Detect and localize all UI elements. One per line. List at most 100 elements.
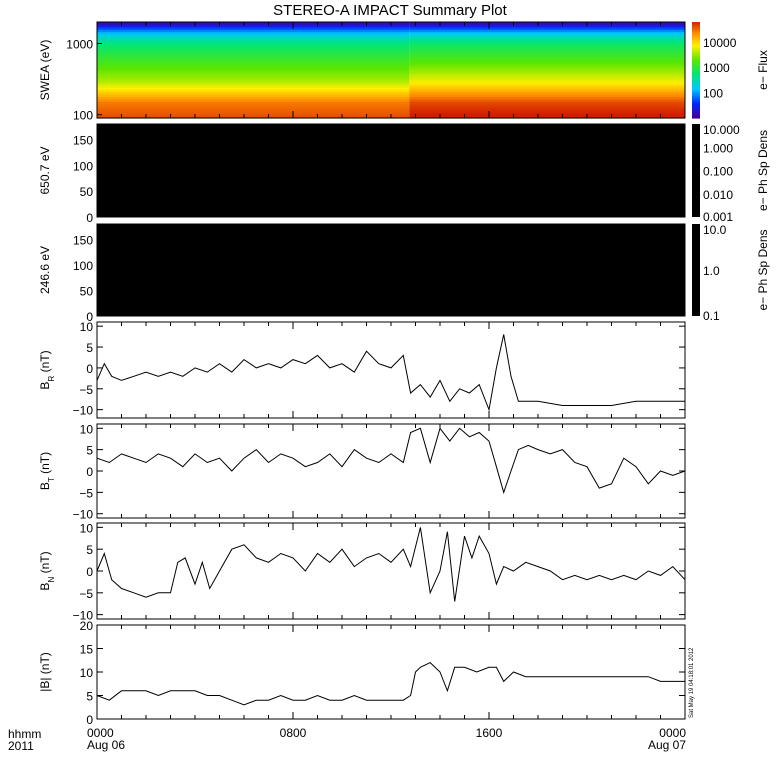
- spectrogram-cell-1: [409, 67, 685, 71]
- colorbar-title-pad650: e− Ph Sp Dens: [756, 130, 770, 211]
- colorbar-cell-swea: [692, 95, 700, 98]
- y-tick-label-br-4: 10: [80, 320, 94, 334]
- spectrogram-cell-0: [97, 82, 410, 85]
- colorbar-tick-label-pad650-4: 10.000: [703, 123, 740, 137]
- colorbar-cell-swea: [692, 92, 700, 95]
- colorbar-title-swea: e− Flux: [756, 50, 770, 90]
- y-tick-label-pad650-3: 150: [73, 134, 93, 148]
- spectrogram-cell-1: [409, 98, 685, 102]
- spectrogram-cell-0: [97, 94, 410, 97]
- spectrogram-cell-1: [409, 74, 685, 78]
- colorbar-cell-swea: [692, 62, 700, 65]
- y-tick-label-bn-2: 0: [86, 565, 93, 579]
- colorbar-tick-label-pad246-0: 0.1: [703, 309, 720, 323]
- spectrogram-cell-0: [97, 53, 410, 57]
- pitch-angle-spectrogram-pad650: [97, 124, 685, 217]
- panel-frame-bn: [96, 522, 686, 620]
- colorbar-cell-swea: [692, 87, 700, 90]
- colorbar-cell-swea: [692, 116, 700, 119]
- y-tick-label-br-3: 5: [86, 341, 93, 355]
- spectrogram-cell-1: [409, 36, 685, 40]
- timestamp-stamp: Sat May 19 04:18:01 2012: [689, 647, 695, 718]
- y-tick-label-bmag-3: 15: [80, 643, 94, 657]
- colorbar-cell-swea: [692, 78, 700, 81]
- colorbar-cell-swea: [692, 46, 700, 49]
- colorbar-cell-swea: [692, 50, 700, 53]
- colorbar-cell-swea: [692, 52, 700, 55]
- colorbar-cell-swea: [692, 76, 700, 79]
- colorbar-cell-swea: [692, 38, 700, 41]
- spectrogram-cell-1: [409, 48, 685, 52]
- y-tick-label-br-0: −10: [73, 404, 94, 418]
- y-tick-label-pad650-2: 100: [73, 159, 93, 173]
- y-tick-label-pad246-0: 0: [86, 310, 93, 324]
- spectrogram-cell-0: [97, 91, 410, 95]
- colorbar-cell-swea: [692, 31, 700, 34]
- colorbar-cell-swea: [692, 41, 700, 44]
- y-tick-label-pad650-1: 50: [80, 185, 94, 199]
- spectrogram-cell-1: [409, 106, 685, 109]
- spectrogram-cell-1: [409, 86, 685, 90]
- spectrogram-cell-1: [409, 91, 685, 95]
- spectrogram-cell-0: [97, 36, 410, 40]
- colorbar-cell-swea: [692, 66, 700, 69]
- colorbar-cell-swea: [692, 23, 700, 26]
- spectrogram-cell-0: [97, 29, 410, 33]
- colorbar-cell-swea: [692, 36, 700, 39]
- colorbar-cell-swea: [692, 34, 700, 37]
- colorbar-cell-swea: [692, 44, 700, 47]
- colorbar-cell-swea: [692, 30, 700, 33]
- spectrogram-cell-1: [409, 50, 685, 54]
- colorbar-cell-swea: [692, 111, 700, 114]
- spectrogram-cell-1: [409, 31, 685, 35]
- spectrogram-cell-0: [97, 110, 410, 114]
- spectrogram-cell-1: [409, 72, 685, 76]
- colorbar-cell-swea: [692, 55, 700, 58]
- colorbar-tick-label-pad246-2: 10.0: [703, 223, 727, 237]
- colorbar-tick-label-pad650-0: 0.001: [703, 210, 733, 224]
- y-tick-label-bn-1: −5: [79, 587, 93, 601]
- y-tick-label-bn-0: −10: [73, 609, 94, 623]
- y-tick-label-br-2: 0: [86, 362, 93, 376]
- pitch-angle-spectrogram-pad246: [97, 224, 685, 316]
- colorbar-cell-swea: [692, 100, 700, 103]
- spectrogram-cell-0: [97, 103, 410, 107]
- spectrogram-cell-1: [409, 58, 685, 61]
- colorbar-cell-swea: [692, 33, 700, 36]
- series-line-br: [96, 334, 685, 412]
- colorbar-cell-swea: [692, 114, 700, 117]
- spectrogram-cell-0: [97, 48, 410, 52]
- panel-frame-bmag: [96, 624, 686, 720]
- spectrogram-cell-1: [409, 94, 685, 97]
- spectrogram-cell-0: [97, 60, 410, 64]
- colorbar-pad650: [692, 124, 700, 217]
- spectrogram-cell-0: [97, 98, 410, 102]
- colorbar-cell-swea: [692, 105, 700, 108]
- y-tick-label-bmag-4: 20: [80, 619, 94, 633]
- y-axis-label-swea: SWEA (eV): [38, 40, 52, 101]
- colorbar-cell-swea: [692, 94, 700, 97]
- colorbar-cell-swea: [692, 28, 700, 31]
- spectrogram-cell-1: [409, 53, 685, 57]
- spectrogram-cell-0: [97, 108, 410, 112]
- colorbar-cell-swea: [692, 84, 700, 87]
- spectrogram-cell-1: [409, 84, 685, 88]
- x-tick-label-date-3: Aug 07: [648, 738, 686, 752]
- colorbar-tick-label-pad650-2: 0.100: [703, 165, 733, 179]
- series-line-bmag: [96, 661, 685, 706]
- colorbar-cell-swea: [692, 54, 700, 57]
- y-tick-label-bn-4: 10: [80, 521, 94, 535]
- y-tick-label-pad650-0: 0: [86, 211, 93, 225]
- y-axis-label-bmag: |B| (nT): [38, 652, 52, 692]
- colorbar-pad246: [692, 224, 700, 316]
- colorbar-cell-swea: [692, 103, 700, 106]
- y-tick-label-swea-0: 100: [73, 109, 93, 123]
- x-tick-label-time-0: 0000: [87, 726, 114, 740]
- colorbar-cell-swea: [692, 81, 700, 84]
- colorbar-cell-swea: [692, 39, 700, 42]
- spectrogram-cell-1: [409, 38, 685, 42]
- spectrogram-cell-0: [97, 41, 410, 45]
- y-axis-label-bn: BN (nT): [38, 551, 56, 590]
- spectrogram-cell-0: [97, 84, 410, 88]
- spectrogram-cell-1: [409, 108, 685, 112]
